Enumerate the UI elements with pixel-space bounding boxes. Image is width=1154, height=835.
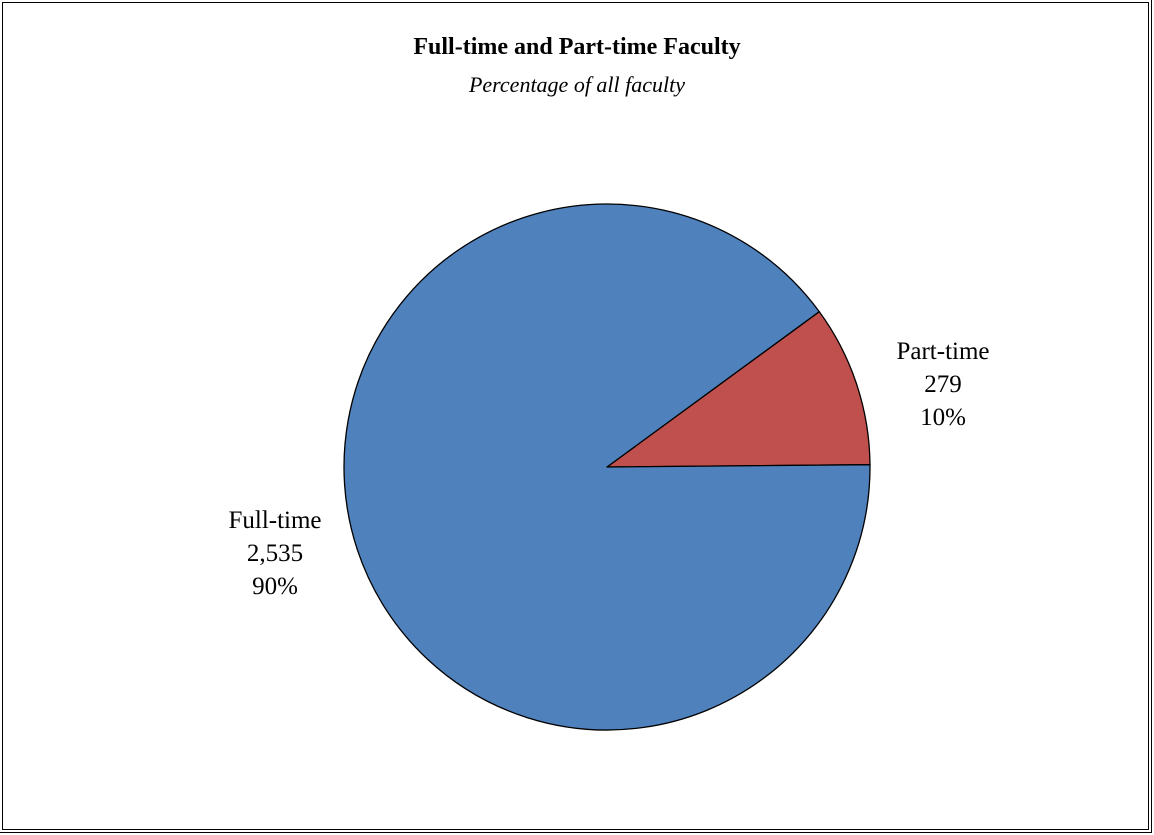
data-label-part-time-value: 279 bbox=[924, 371, 962, 398]
pie-slice-full-time bbox=[343, 203, 871, 731]
data-label-full-time-percent: 90% bbox=[252, 573, 298, 600]
data-label-part-time-percent: 10% bbox=[920, 404, 966, 431]
pie-slice-part-time bbox=[606, 311, 871, 468]
data-label-full-time-value: 2,535 bbox=[247, 540, 303, 567]
chart-subtitle: Percentage of all faculty bbox=[468, 72, 686, 97]
pie-labels: Part-time 279 10% Full-time 2,535 90% bbox=[228, 338, 989, 600]
data-label-full-time-label: Full-time bbox=[228, 507, 321, 534]
data-label-part-time-label: Part-time bbox=[896, 338, 989, 365]
chart-title: Full-time and Part-time Faculty bbox=[413, 34, 741, 60]
pie-slices bbox=[343, 203, 871, 731]
